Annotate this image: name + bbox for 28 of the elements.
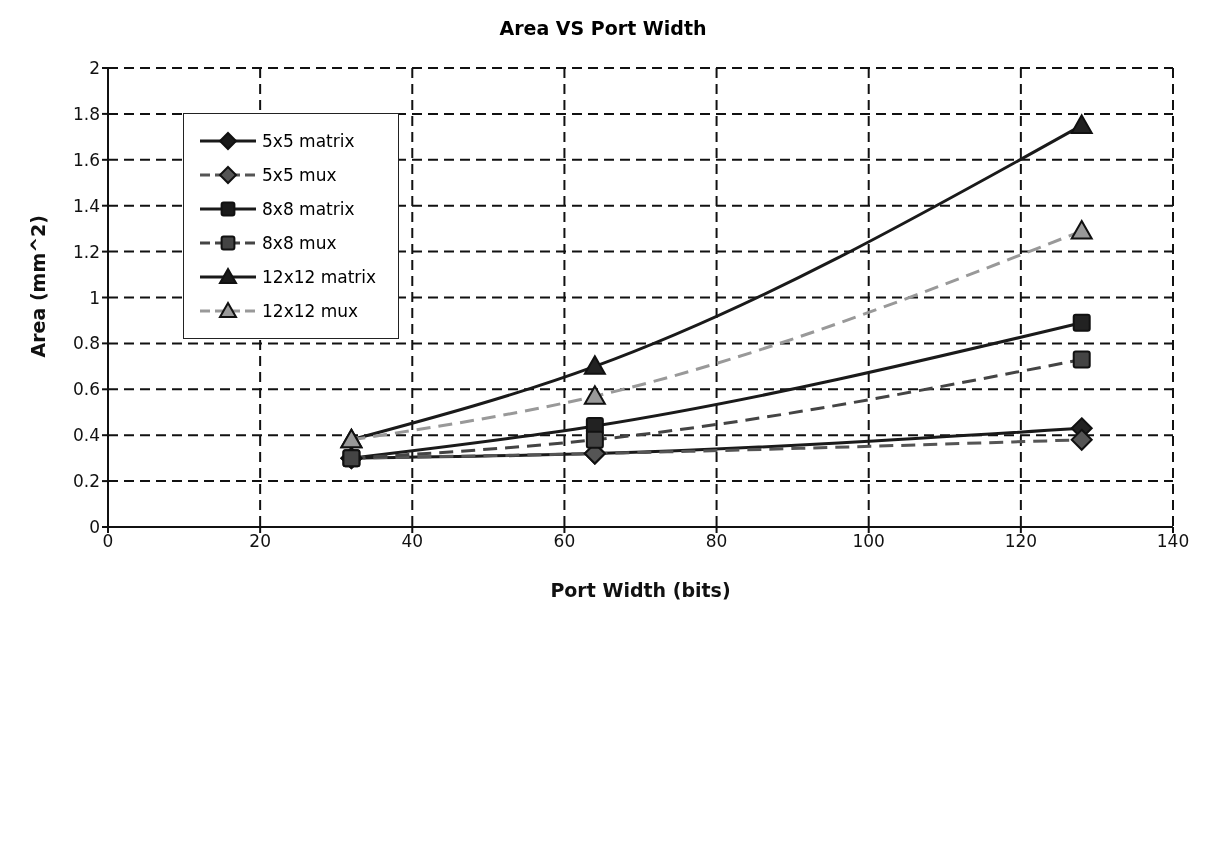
y-tick-label: 2 <box>89 58 100 79</box>
legend-label: 8x8 mux <box>262 233 337 253</box>
y-axis-title: Area (mm^2) <box>26 215 49 358</box>
x-tick-label: 60 <box>553 531 576 552</box>
x-tick-label: 0 <box>102 531 114 552</box>
legend-label: 8x8 matrix <box>262 199 355 219</box>
legend-label: 5x5 matrix <box>262 131 355 151</box>
y-tick-label: 0.8 <box>72 333 100 354</box>
y-tick-label: 0 <box>89 517 100 538</box>
x-tick-label: 20 <box>249 531 271 552</box>
y-tick-label: 1.4 <box>72 195 100 216</box>
x-tick-label: 140 <box>1156 531 1190 552</box>
x-tick-label: 40 <box>401 531 424 552</box>
y-tick-label: 0.2 <box>72 471 100 492</box>
y-tick-label: 1.8 <box>72 103 100 124</box>
x-tick-label: 120 <box>1004 531 1038 552</box>
y-tick-label: 0.6 <box>72 379 100 400</box>
legend-label: 5x5 mux <box>262 165 337 185</box>
x-tick-label: 80 <box>705 531 728 552</box>
y-tick-label: 1.6 <box>72 149 100 170</box>
y-tick-label: 1 <box>89 287 100 308</box>
x-axis-title: Port Width (bits) <box>550 579 731 601</box>
y-tick-label: 0.4 <box>72 425 100 446</box>
x-tick-label: 100 <box>852 531 885 552</box>
legend-label: 12x12 matrix <box>262 267 377 287</box>
y-tick-label: 1.2 <box>72 241 100 262</box>
chart-title: Area VS Port Width <box>498 16 708 41</box>
legend-label: 12x12 mux <box>262 301 359 321</box>
